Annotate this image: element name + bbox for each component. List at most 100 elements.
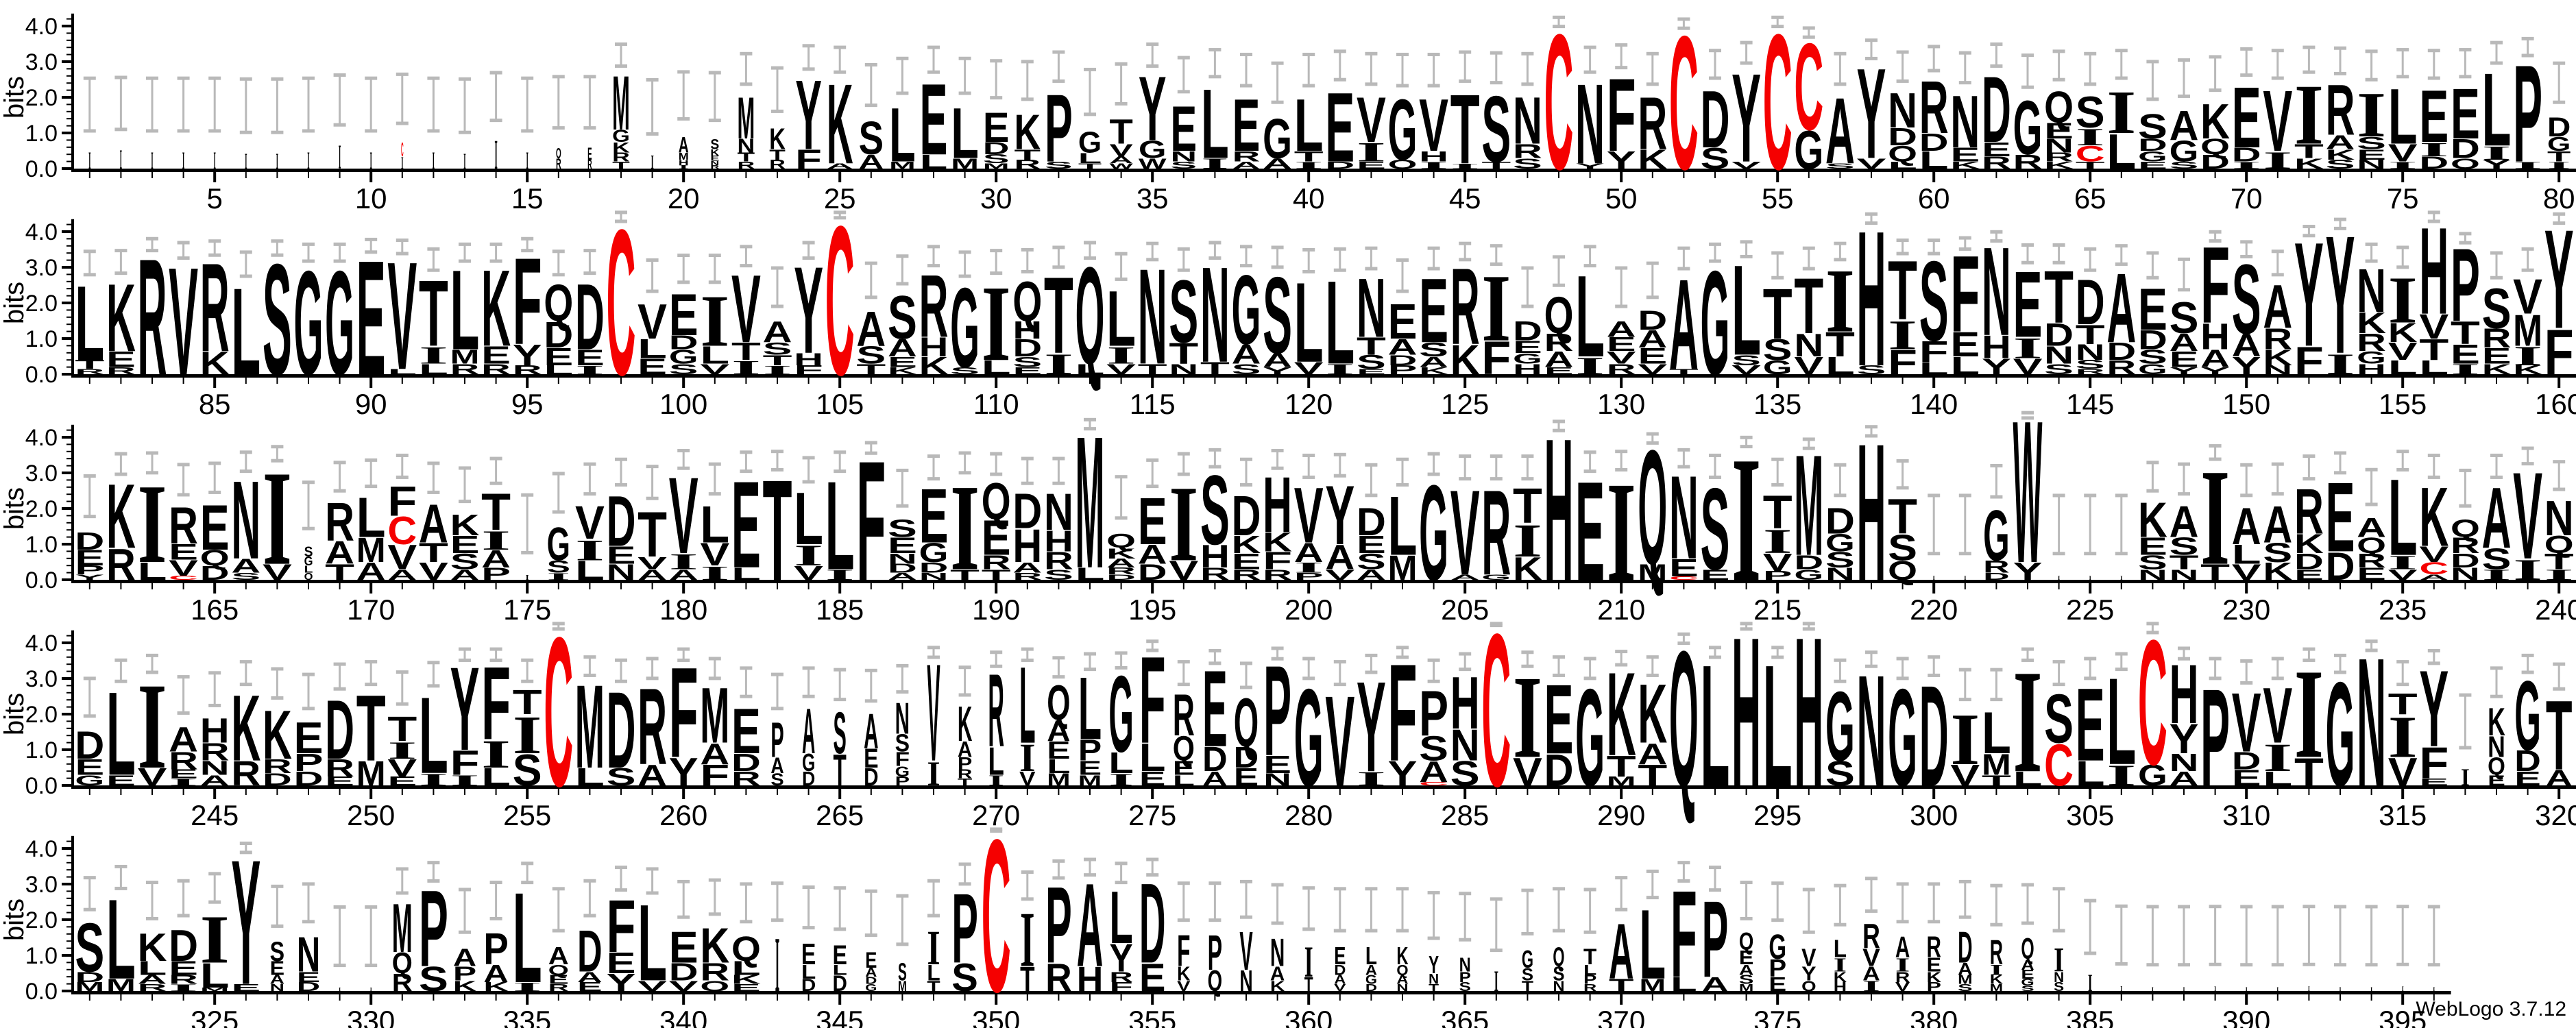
logo-letter: A	[1263, 350, 1292, 371]
logo-letter: K	[1638, 144, 1667, 175]
logo-letter: T	[1450, 74, 1480, 185]
y-tick	[66, 572, 71, 574]
logo-letter: I	[2482, 567, 2512, 583]
logo-letter: M	[1739, 983, 1753, 994]
logo-letter: I	[387, 737, 417, 764]
logo-letter: K	[138, 926, 167, 970]
error-bar	[2271, 462, 2284, 496]
logo-letter: L	[2076, 755, 2105, 793]
logo-letter: G	[2547, 133, 2571, 156]
logo-letter: I	[2513, 554, 2542, 587]
logo-letter: A	[169, 720, 198, 759]
logo-letter: V	[2513, 446, 2542, 585]
x-tick	[120, 789, 122, 795]
logo-letter: D	[1983, 571, 2010, 582]
x-tick	[1339, 172, 1341, 178]
logo-letter: V	[1294, 359, 1324, 378]
error-bar	[1958, 668, 1971, 702]
x-tick-label: 280	[1285, 799, 1333, 831]
error-bar	[1709, 49, 1721, 80]
x-tick	[1901, 994, 1904, 1001]
x-tick	[2464, 378, 2466, 384]
logo-letter: L	[387, 367, 417, 376]
y-axis-title: bits	[0, 487, 29, 530]
x-tick	[901, 378, 903, 384]
x-tick	[807, 378, 810, 384]
error-bar	[2271, 49, 2284, 80]
logo-letter: H	[919, 332, 949, 363]
logo-letter: T	[612, 160, 630, 171]
x-tick	[838, 378, 842, 388]
logo-letter: I	[700, 563, 729, 585]
logo-letter: Q	[392, 946, 413, 980]
error-bar	[2021, 243, 2034, 265]
x-tick	[433, 789, 435, 795]
error-bar	[1615, 450, 1628, 472]
logo-letter: D	[1106, 573, 1136, 581]
logo-letter: E	[575, 345, 605, 370]
logo-letter: R	[1106, 565, 1136, 576]
logo-letter: L	[1076, 564, 1105, 583]
error-bar	[1084, 241, 1096, 260]
x-tick	[1151, 583, 1154, 593]
logo-letter: V	[1862, 944, 1880, 972]
logo-letter: I	[419, 770, 448, 790]
error-bar	[1990, 883, 2003, 927]
logo-letter: I	[1108, 770, 1133, 790]
logo-letter: I	[1990, 962, 2003, 979]
logo-letter: K	[1450, 336, 1480, 383]
logo-letter: G	[1419, 456, 1448, 609]
y-tick	[66, 699, 71, 701]
x-tick	[1495, 789, 1497, 795]
x-tick-label: 120	[1285, 388, 1333, 420]
error-bar	[708, 462, 721, 496]
logo-letter: S	[1459, 980, 1471, 994]
logo-letter: D	[1138, 560, 1167, 585]
logo-letter: A	[864, 703, 878, 759]
error-bar	[1177, 881, 1190, 922]
x-tick-label: 205	[1441, 593, 1489, 626]
error-bar	[114, 75, 127, 132]
logo-letter: P	[1045, 74, 1073, 182]
logo-letter: T	[419, 537, 448, 568]
error-bar	[2271, 905, 2284, 967]
x-tick-label: 265	[816, 799, 864, 831]
logo-letter: D	[1919, 129, 1949, 156]
error-bar	[1834, 241, 1847, 262]
logo-letter: Q	[304, 572, 313, 583]
error-bar	[1771, 251, 1784, 280]
logo-letter: H	[1857, 402, 1886, 622]
logo-letter: I	[182, 147, 184, 174]
logo-letter: R	[1990, 933, 2003, 972]
logo-letter: D	[2232, 748, 2261, 775]
logo-letter: I	[526, 147, 528, 174]
logo-letter: T	[2294, 140, 2324, 162]
error-bar	[1365, 887, 1378, 933]
logo-row-1: 0.0 1.0 2.0 3.0 4.0 bits I I I I 5 I I I I I 10 I I C I I I 15 I…	[0, 0, 2576, 215]
y-axis-title: bits	[0, 693, 29, 735]
logo-letter: D	[1234, 740, 1259, 774]
x-tick	[1839, 789, 1841, 795]
error-bar	[1553, 15, 1565, 29]
y-tick-label: 1.0	[25, 943, 58, 969]
logo-letter-highlight: C	[1669, 0, 1699, 209]
logo-letter: V	[138, 763, 167, 791]
logo-letter: R	[231, 754, 260, 793]
logo-letter: V	[2232, 560, 2261, 585]
y-tick	[66, 323, 71, 326]
logo-letter: A	[1263, 156, 1292, 172]
x-tick	[714, 172, 716, 178]
x-tick	[1058, 378, 1060, 384]
logo-letter: K	[731, 973, 761, 987]
error-bar	[2209, 444, 2222, 461]
logo-letter: M	[951, 156, 979, 172]
y-tick	[62, 954, 71, 957]
logo-letter: A	[2170, 101, 2199, 149]
error-bar	[2240, 240, 2253, 258]
x-tick-label: 45	[1449, 182, 1481, 215]
logo-letter: V	[637, 554, 667, 573]
x-tick-label: 50	[1605, 182, 1638, 215]
error-bar	[1958, 51, 1971, 85]
logo-letter: V	[2232, 675, 2261, 770]
logo-letter: N	[2544, 491, 2574, 547]
